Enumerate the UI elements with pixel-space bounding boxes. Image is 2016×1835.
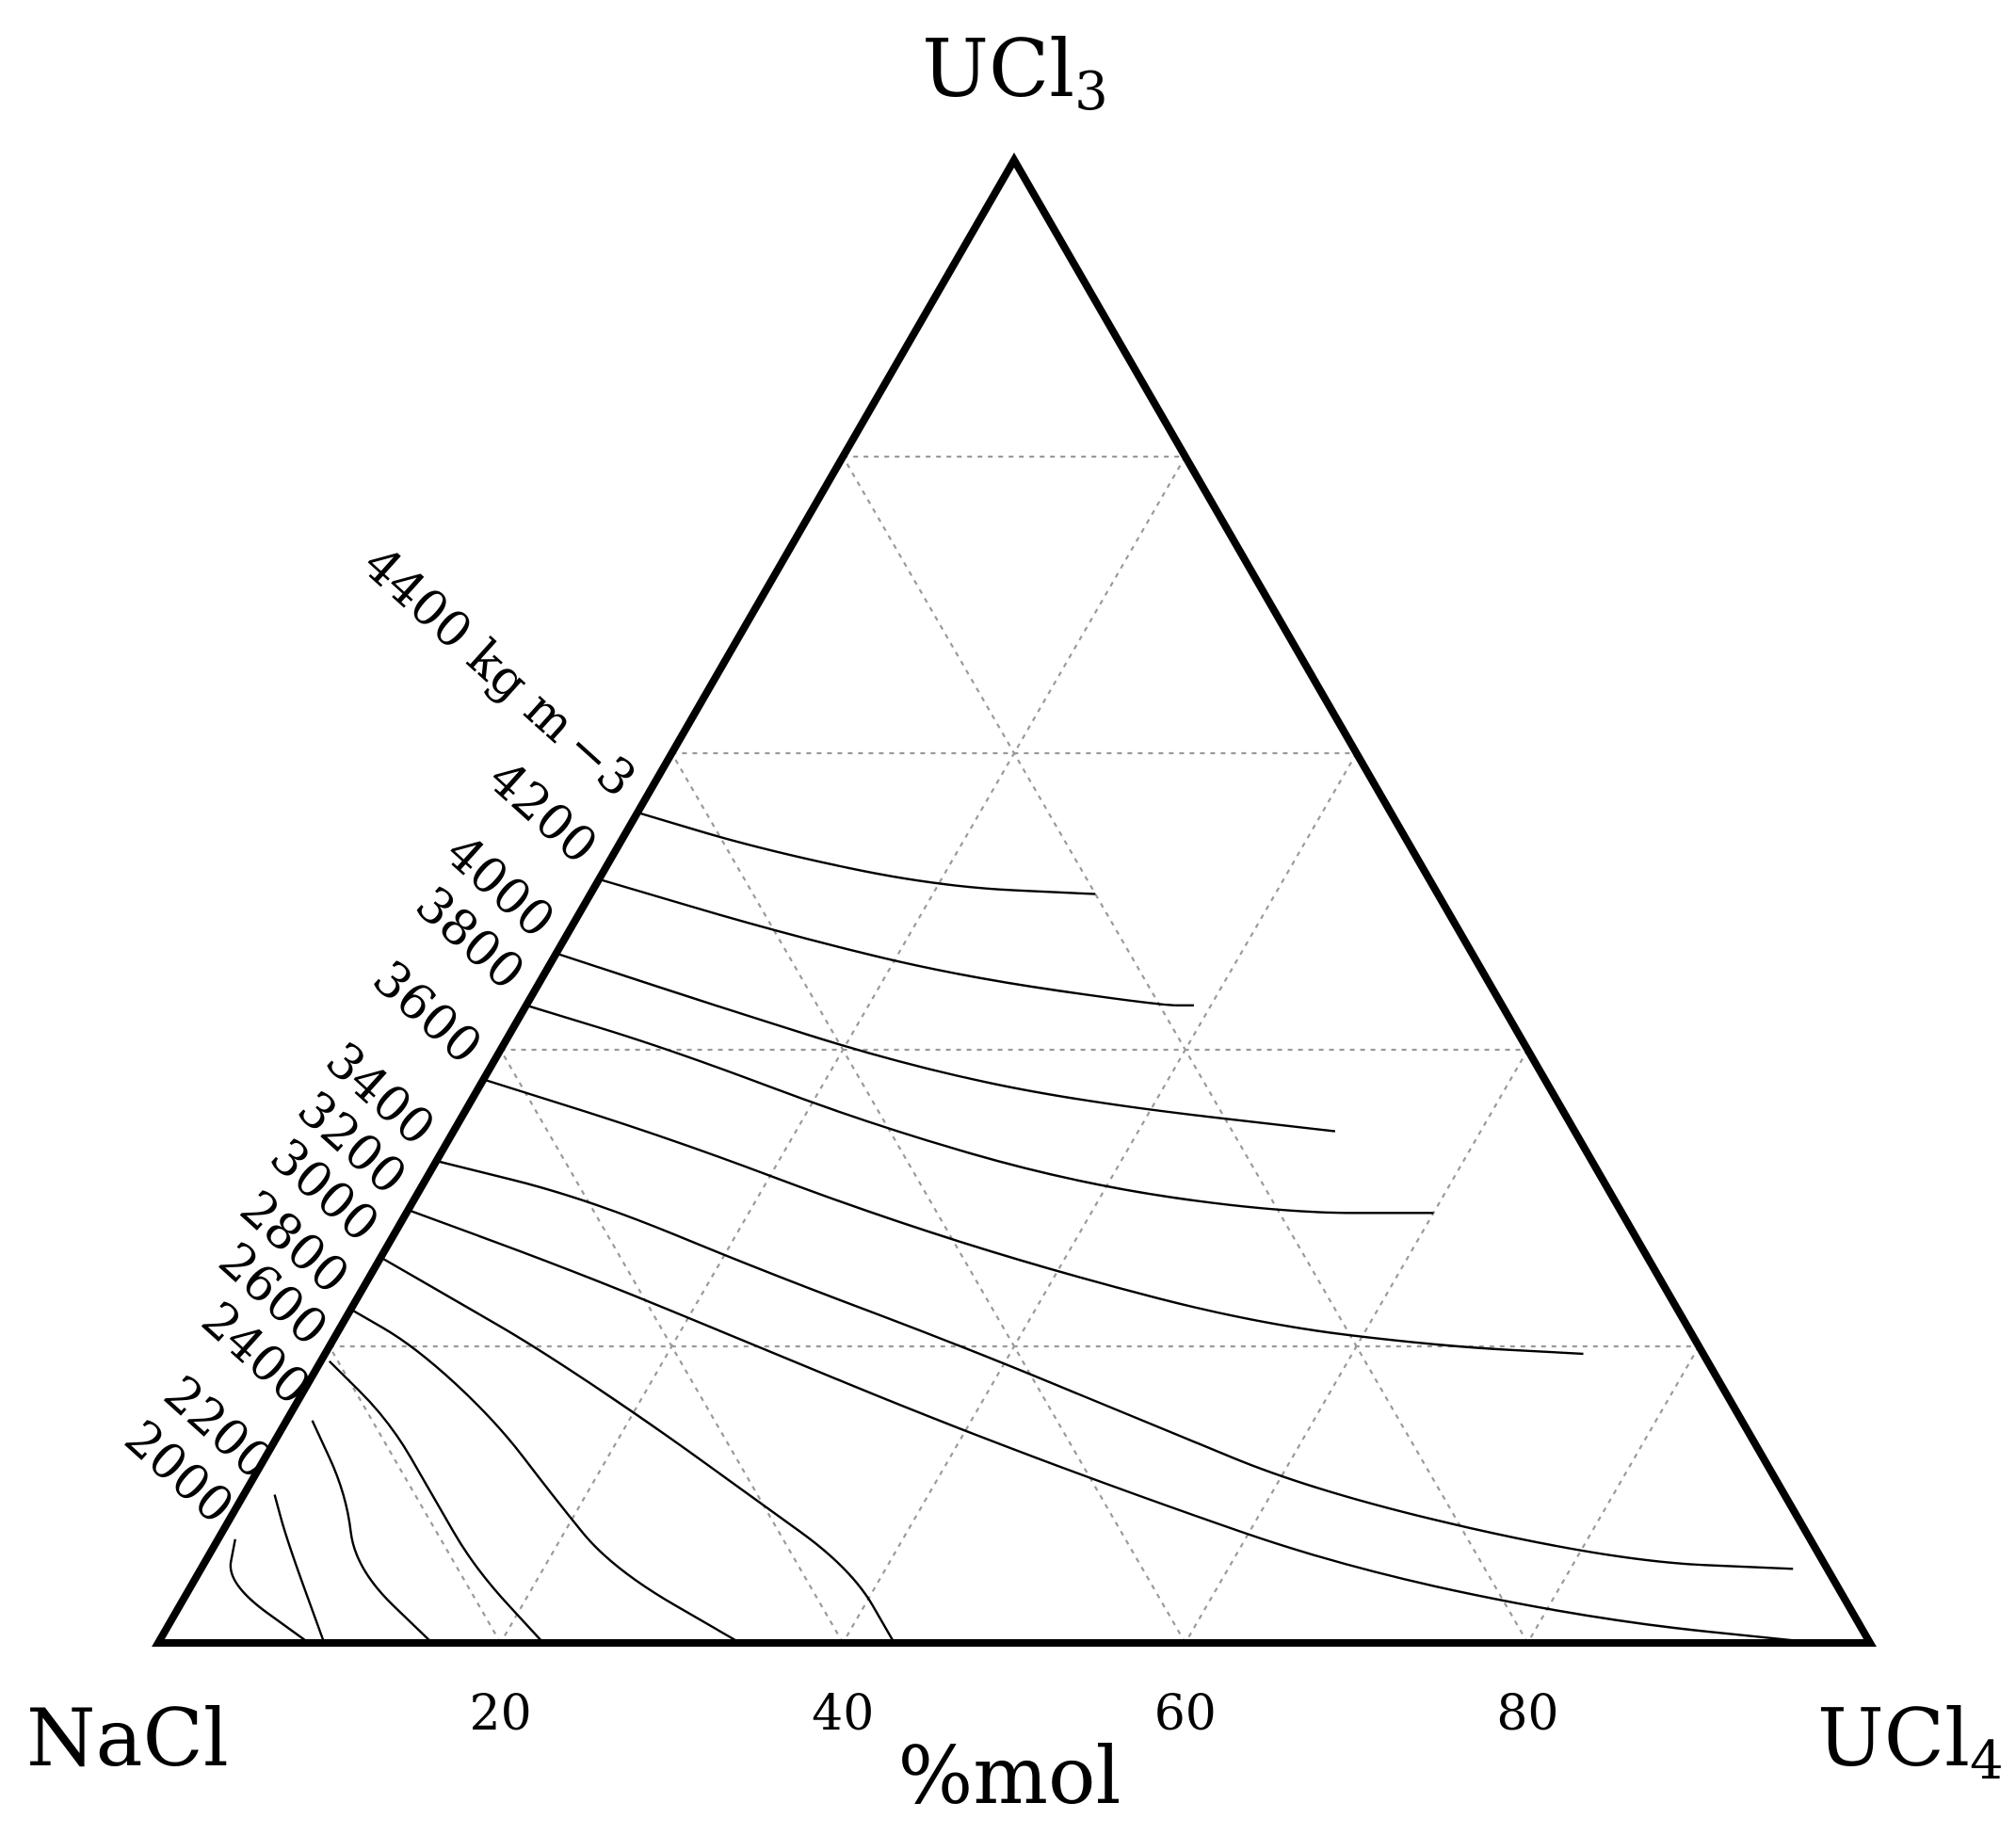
- vertex-top-label: UCl3: [922, 23, 1108, 122]
- grid-line: [328, 1345, 502, 1644]
- contour-line: [483, 1078, 1584, 1356]
- contour-line: [525, 1004, 1434, 1215]
- contour-line: [436, 1159, 1794, 1570]
- grid-line: [1184, 1049, 1529, 1644]
- tick-label: 40: [812, 1685, 874, 1742]
- contour-labels: 2000220024002600280030003200340036003800…: [114, 536, 647, 1536]
- contour-line: [328, 1360, 544, 1644]
- vertex-left-label: NaCl: [26, 1692, 229, 1784]
- contour-line: [556, 952, 1336, 1133]
- grid-lines: [328, 455, 1701, 1644]
- contour-line: [598, 877, 1194, 1006]
- contour-line: [349, 1308, 741, 1645]
- vertex-right-label: UCl4: [1817, 1692, 2004, 1792]
- tick-label: 80: [1496, 1685, 1558, 1742]
- grid-line: [842, 752, 1358, 1644]
- contour-line: [311, 1420, 433, 1644]
- grid-line: [499, 1049, 845, 1644]
- contour-line: [273, 1494, 326, 1644]
- contour-line: [229, 1538, 310, 1644]
- tick-label: 60: [1154, 1685, 1217, 1742]
- tick-label: 20: [470, 1685, 532, 1742]
- ternary-frame: [152, 152, 1877, 1647]
- grid-line: [670, 752, 1186, 1644]
- contour-line: [379, 1256, 895, 1644]
- contour-lines: [229, 811, 1819, 1645]
- contour-line: [407, 1208, 1819, 1645]
- tick-labels: 20 40 60 80: [470, 1685, 1559, 1742]
- grid-line: [1526, 1345, 1701, 1644]
- axis-title: %mol: [898, 1730, 1121, 1822]
- contour-line: [637, 811, 1096, 895]
